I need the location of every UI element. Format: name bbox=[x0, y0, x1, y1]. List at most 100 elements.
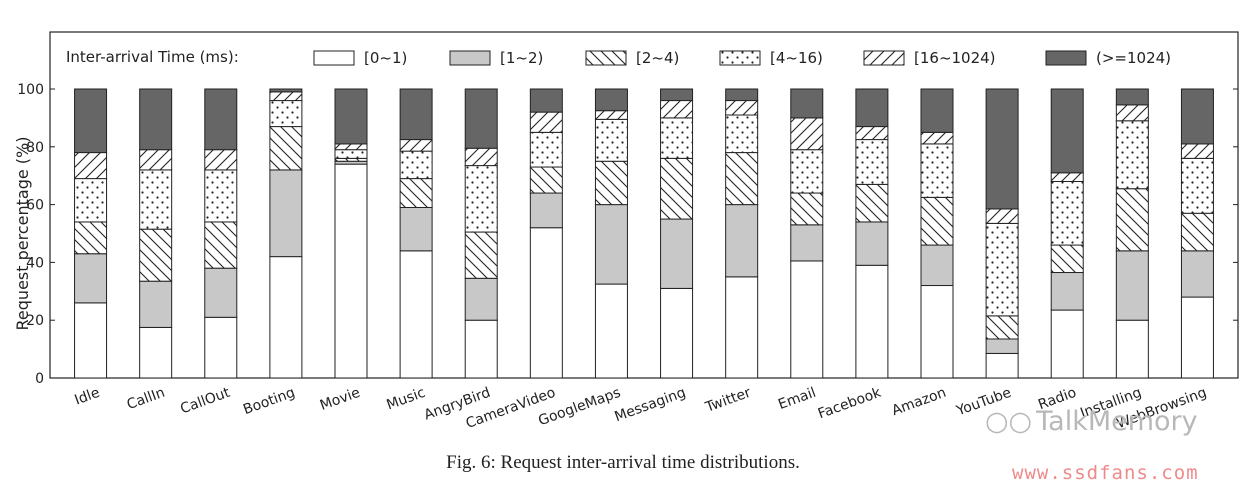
bar-segment-webbrowsing-3 bbox=[1180, 157, 1214, 214]
bar-segment-amazon-0 bbox=[920, 285, 954, 379]
bar-segment-twitter-2 bbox=[725, 152, 759, 206]
watermark-brand: ○○ TalkMemory bbox=[985, 406, 1198, 437]
bars bbox=[74, 88, 1214, 379]
bar-segment-booting-1 bbox=[269, 169, 303, 258]
bar-segment-angrybird-4 bbox=[464, 147, 498, 167]
watermark-brand-text: TalkMemory bbox=[1036, 406, 1198, 437]
bar-segment-booting-3 bbox=[269, 100, 303, 128]
bar-segment-idle-0 bbox=[74, 302, 108, 379]
bar-segment-angrybird-0 bbox=[464, 319, 498, 379]
legend-swatch bbox=[313, 50, 355, 66]
bar-segment-facebook-0 bbox=[855, 264, 889, 379]
legend-label: [0~1) bbox=[364, 49, 407, 67]
bar-segment-googlemaps-4 bbox=[594, 110, 628, 120]
bar-segment-youtube-0 bbox=[985, 352, 1019, 379]
bar-segment-music-3 bbox=[399, 150, 433, 180]
wechat-icon: ○○ bbox=[985, 406, 1033, 437]
bar-segment-idle-1 bbox=[74, 253, 108, 304]
legend-swatch bbox=[585, 50, 627, 66]
bar-segment-idle-3 bbox=[74, 178, 108, 223]
bar-segment-cameravideo-2 bbox=[529, 166, 563, 194]
bar-segment-installing-0 bbox=[1115, 319, 1149, 379]
bar-segment-music-5 bbox=[399, 88, 433, 141]
y-axis-label: Request percentage (%) bbox=[13, 137, 32, 331]
x-tick-label: Music bbox=[385, 385, 428, 414]
legend-title: Inter-arrival Time (ms): bbox=[66, 48, 239, 66]
bar-segment-googlemaps-5 bbox=[594, 88, 628, 112]
bar-segment-booting-2 bbox=[269, 126, 303, 171]
bar-segment-callin-3 bbox=[139, 169, 173, 230]
bar-segment-cameravideo-3 bbox=[529, 131, 563, 168]
bar-segment-googlemaps-1 bbox=[594, 204, 628, 285]
bar-segment-webbrowsing-0 bbox=[1180, 296, 1214, 379]
y-tick-label: 40 bbox=[26, 255, 44, 271]
legend-swatch bbox=[449, 50, 491, 66]
legend-swatch bbox=[1045, 50, 1087, 66]
bar-segment-amazon-1 bbox=[920, 244, 954, 287]
figure-caption: Fig. 6: Request inter-arrival time distr… bbox=[446, 452, 800, 473]
bar-segment-facebook-5 bbox=[855, 88, 889, 128]
bar-segment-booting-5 bbox=[269, 88, 303, 93]
y-tick-label: 20 bbox=[26, 313, 44, 329]
bar-segment-callout-0 bbox=[204, 316, 238, 379]
bar-segment-movie-4 bbox=[334, 143, 368, 151]
bar-segment-angrybird-3 bbox=[464, 165, 498, 233]
bar-segment-email-5 bbox=[790, 88, 824, 119]
bar-segment-googlemaps-2 bbox=[594, 160, 628, 206]
legend-label: [4~16) bbox=[770, 49, 823, 67]
bar-segment-movie-0 bbox=[334, 163, 368, 379]
bar-segment-callout-3 bbox=[204, 169, 238, 223]
bar-segment-callin-2 bbox=[139, 228, 173, 282]
watermark-url: www.ssdfans.com bbox=[1012, 462, 1199, 484]
bar-segment-music-4 bbox=[399, 139, 433, 152]
y-tick-label: 100 bbox=[17, 82, 44, 98]
bar-segment-idle-5 bbox=[74, 88, 108, 154]
bar-segment-email-3 bbox=[790, 149, 824, 194]
bar-segment-callout-2 bbox=[204, 221, 238, 269]
y-tick-label: 80 bbox=[26, 140, 44, 156]
bar-segment-messaging-0 bbox=[660, 287, 694, 379]
bar-segment-googlemaps-3 bbox=[594, 118, 628, 162]
bar-segment-installing-5 bbox=[1115, 88, 1149, 106]
bar-segment-email-4 bbox=[790, 117, 824, 151]
bar-segment-cameravideo-5 bbox=[529, 88, 563, 113]
x-tick-label: Facebook bbox=[816, 384, 884, 422]
bar-segment-installing-3 bbox=[1115, 120, 1149, 190]
bar-segment-twitter-1 bbox=[725, 204, 759, 278]
bar-segment-radio-1 bbox=[1050, 272, 1084, 311]
bar-segment-twitter-4 bbox=[725, 100, 759, 116]
bar-segment-messaging-2 bbox=[660, 157, 694, 220]
bar-segment-callout-5 bbox=[204, 88, 238, 151]
bar-segment-youtube-3 bbox=[985, 222, 1019, 317]
bar-segment-radio-2 bbox=[1050, 244, 1084, 274]
bar-segment-cameravideo-4 bbox=[529, 111, 563, 133]
bar-segment-messaging-1 bbox=[660, 218, 694, 289]
bar-segment-email-1 bbox=[790, 224, 824, 262]
x-tick-label: Amazon bbox=[890, 385, 949, 419]
bar-segment-movie-3 bbox=[334, 149, 368, 159]
bar-segment-youtube-2 bbox=[985, 315, 1019, 340]
bar-segment-youtube-5 bbox=[985, 88, 1019, 210]
bar-segment-cameravideo-0 bbox=[529, 227, 563, 379]
bar-segment-amazon-2 bbox=[920, 196, 954, 246]
bar-segment-facebook-3 bbox=[855, 139, 889, 185]
bar-segment-callout-1 bbox=[204, 267, 238, 318]
bar-segment-radio-4 bbox=[1050, 172, 1084, 182]
x-tick-label: Idle bbox=[72, 385, 101, 409]
bar-segment-angrybird-1 bbox=[464, 277, 498, 321]
bar-segment-messaging-5 bbox=[660, 88, 694, 102]
x-tick-label: CallIn bbox=[125, 385, 167, 413]
x-tick-label: Movie bbox=[318, 385, 362, 414]
bar-segment-youtube-1 bbox=[985, 338, 1019, 354]
bar-segment-callin-5 bbox=[139, 88, 173, 151]
bar-segment-movie-5 bbox=[334, 88, 368, 145]
bar-segment-callin-0 bbox=[139, 326, 173, 379]
bar-segment-music-2 bbox=[399, 178, 433, 208]
bar-segment-webbrowsing-2 bbox=[1180, 212, 1214, 252]
bar-segment-angrybird-2 bbox=[464, 231, 498, 279]
bar-segment-webbrowsing-1 bbox=[1180, 250, 1214, 298]
y-tick-label: 0 bbox=[35, 371, 44, 387]
bar-segment-webbrowsing-4 bbox=[1180, 143, 1214, 159]
legend-swatch bbox=[719, 50, 761, 66]
